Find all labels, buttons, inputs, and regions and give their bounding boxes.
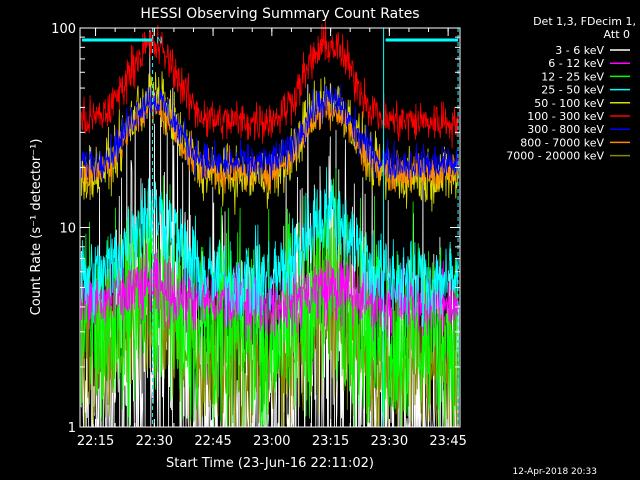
footer-date: 12-Apr-2018 20:33: [513, 467, 597, 477]
plot-area: N 22:15 22:30 22:45 23:00 23:15 23:30 23:45 1 10 1…: [51, 20, 467, 449]
legend-label: 7000 - 20000 keV: [506, 150, 604, 163]
legend-header-line-1: Det 1,3, FDecim 1,: [533, 15, 636, 28]
y-tick-label: 10: [59, 222, 76, 237]
x-tick-label: 22:45: [194, 434, 231, 449]
legend-header-line-2: Att 0: [604, 28, 630, 41]
x-tick-label: 23:30: [371, 434, 408, 449]
x-tick-label: 22:30: [136, 434, 173, 449]
x-tick-label: 23:15: [312, 434, 349, 449]
legend-label: 800 - 7000 keV: [520, 136, 604, 149]
series-line-5: [80, 20, 460, 149]
y-axis-label: Count Rate (s⁻¹ detector⁻¹): [29, 139, 44, 316]
x-tick-label: 23:00: [253, 434, 290, 449]
y-tick-label: 1: [68, 421, 76, 436]
series-line-7: [80, 93, 460, 194]
legend-label: 25 - 50 keV: [541, 84, 604, 97]
series-line-6: [80, 83, 460, 183]
series-line-3: [80, 167, 460, 328]
y-tick-label: 100: [51, 22, 76, 37]
chart-title: HESSI Observing Summary Count Rates: [140, 6, 419, 22]
night-annotation: N: [156, 36, 162, 45]
legend-label: 300 - 800 keV: [527, 123, 604, 136]
legend-label: 50 - 100 keV: [534, 97, 604, 110]
legend-label: 6 - 12 keV: [548, 57, 604, 70]
legend-label: 100 - 300 keV: [527, 110, 604, 123]
legend-label: 12 - 25 keV: [541, 70, 604, 83]
x-axis-label: Start Time (23-Jun-16 22:11:02): [166, 456, 374, 471]
legend-label: 3 - 6 keV: [555, 44, 604, 57]
x-tick-label: 22:15: [77, 434, 114, 449]
x-tick-label: 23:45: [429, 434, 466, 449]
